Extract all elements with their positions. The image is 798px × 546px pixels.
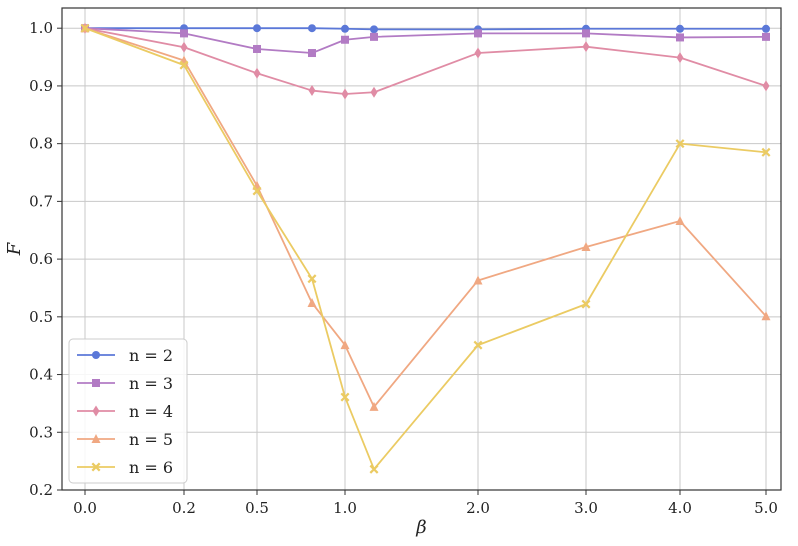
data-point <box>473 275 483 285</box>
data-point <box>340 340 350 350</box>
legend-label: n = 3 <box>129 374 173 393</box>
x-tick-label: 0.2 <box>172 499 196 517</box>
data-point <box>340 392 350 402</box>
y-tick-label: 0.4 <box>29 366 53 384</box>
data-point <box>308 85 316 97</box>
data-point <box>474 47 482 59</box>
data-point <box>370 32 378 41</box>
series-line <box>84 27 767 408</box>
legend-item: n = 6 <box>77 458 173 477</box>
legend-marker <box>92 379 100 387</box>
data-point <box>762 24 770 33</box>
x-axis-label: β <box>415 517 426 538</box>
series-6 <box>80 23 771 474</box>
y-tick-label: 1.0 <box>29 19 53 37</box>
data-point <box>341 88 349 100</box>
data-point <box>180 29 188 38</box>
legend-label: n = 5 <box>129 430 173 449</box>
data-point <box>369 464 379 474</box>
data-point <box>582 29 590 38</box>
data-point <box>308 49 316 58</box>
legend-label: n = 4 <box>129 402 173 421</box>
data-point <box>80 23 90 33</box>
legend: n = 2 n = 3 n = 4 n = 5 n = 6 <box>68 338 188 484</box>
series-line <box>85 27 766 31</box>
data-point <box>474 29 482 38</box>
series-line <box>84 27 767 95</box>
y-tick-label: 0.3 <box>29 423 53 441</box>
data-point <box>675 139 685 149</box>
data-point <box>252 186 262 196</box>
legend-box <box>68 338 188 484</box>
data-point <box>308 24 316 33</box>
data-point <box>341 24 349 33</box>
data-point <box>341 35 349 44</box>
data-point <box>180 41 188 53</box>
data-point <box>761 311 771 321</box>
legend-item: n = 3 <box>77 374 173 393</box>
series-4 <box>81 22 770 100</box>
data-point <box>307 274 317 284</box>
legend-marker <box>91 434 101 443</box>
data-point <box>762 32 770 41</box>
x-tick-label: 3.0 <box>574 499 598 517</box>
data-point <box>761 147 771 157</box>
data-point <box>307 297 317 307</box>
legend-item: n = 2 <box>77 346 173 365</box>
x-tick-label: 5.0 <box>754 499 778 517</box>
x-axis-ticks: 0.0 0.2 0.5 1.0 2.0 3.0 4.0 5.0 <box>73 490 778 517</box>
data-point <box>179 60 189 70</box>
legend-item: n = 4 <box>77 402 173 421</box>
x-tick-label: 0.0 <box>73 499 97 517</box>
data-point <box>370 86 378 98</box>
y-axis-ticks: 0.2 0.3 0.4 0.5 0.6 0.7 0.8 0.9 1.0 <box>29 19 62 499</box>
series-line <box>84 27 767 54</box>
data-point <box>369 401 379 411</box>
x-tick-label: 2.0 <box>466 499 490 517</box>
data-point <box>253 44 261 53</box>
data-point <box>676 24 684 33</box>
legend-marker <box>91 462 101 472</box>
x-tick-label: 4.0 <box>668 499 692 517</box>
y-tick-label: 0.6 <box>29 250 53 268</box>
data-point <box>253 24 261 33</box>
data-point <box>473 340 483 350</box>
y-tick-label: 0.8 <box>29 135 53 153</box>
data-point <box>581 299 591 309</box>
data-point <box>370 25 378 34</box>
data-point <box>581 241 591 251</box>
series-group <box>80 22 771 474</box>
plot-frame <box>61 7 782 491</box>
y-tick-label: 0.7 <box>29 192 53 210</box>
x-tick-label: 0.5 <box>245 499 269 517</box>
y-tick-label: 0.2 <box>29 481 53 499</box>
data-point <box>582 41 590 53</box>
legend-marker <box>92 405 100 417</box>
legend-label: n = 6 <box>129 458 173 477</box>
legend-marker <box>92 351 100 359</box>
y-axis-label: F <box>4 241 25 256</box>
data-point <box>762 80 770 92</box>
x-tick-label: 1.0 <box>333 499 357 517</box>
legend-label: n = 2 <box>129 346 173 365</box>
legend-item: n = 5 <box>77 430 173 449</box>
y-tick-label: 0.9 <box>29 77 53 95</box>
data-point <box>253 67 261 79</box>
y-tick-label: 0.5 <box>29 308 53 326</box>
series-line <box>84 27 767 471</box>
data-point <box>675 216 685 226</box>
data-point <box>676 33 684 42</box>
data-point <box>676 52 684 64</box>
